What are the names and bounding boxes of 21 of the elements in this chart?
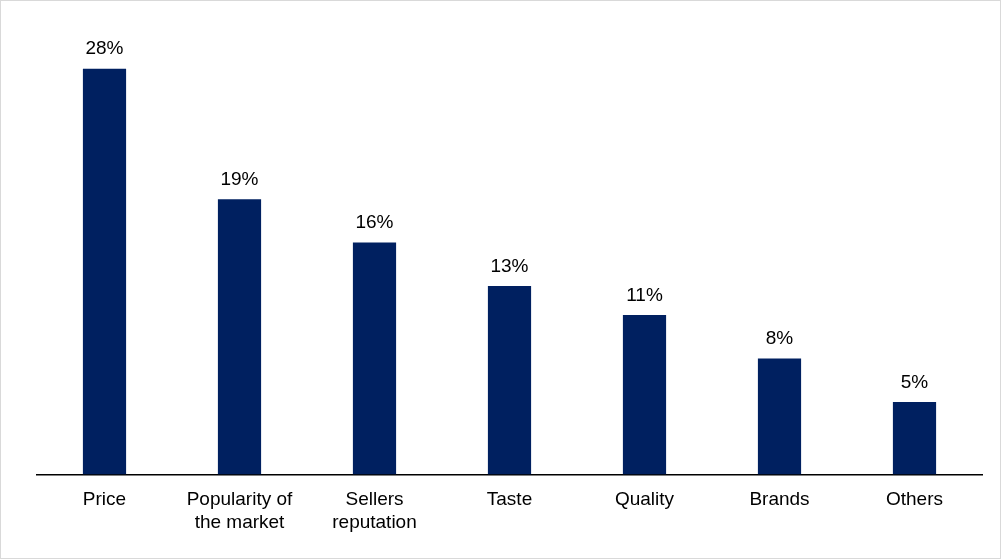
data-label: 28% [85, 37, 124, 59]
data-label: 5% [900, 370, 929, 392]
bar [352, 242, 397, 475]
bar [622, 315, 667, 475]
bar [82, 68, 127, 475]
bar [487, 286, 532, 475]
x-tick-label: Quality [614, 488, 675, 510]
data-label: 16% [355, 211, 394, 233]
x-tick-label: Popularity of the market [186, 488, 294, 532]
x-tick-label: Price [82, 488, 127, 510]
x-tick-label: Others [885, 488, 944, 510]
data-label: 13% [490, 254, 529, 276]
data-label: 8% [765, 327, 794, 349]
data-label: 19% [220, 167, 259, 189]
x-tick-label: Taste [486, 488, 533, 510]
x-tick-label: Brands [749, 488, 810, 510]
bar [892, 401, 937, 475]
x-tick-label: Sellers reputation [332, 488, 417, 532]
bar [757, 358, 802, 475]
data-label: 11% [626, 283, 663, 305]
bar [217, 199, 262, 475]
